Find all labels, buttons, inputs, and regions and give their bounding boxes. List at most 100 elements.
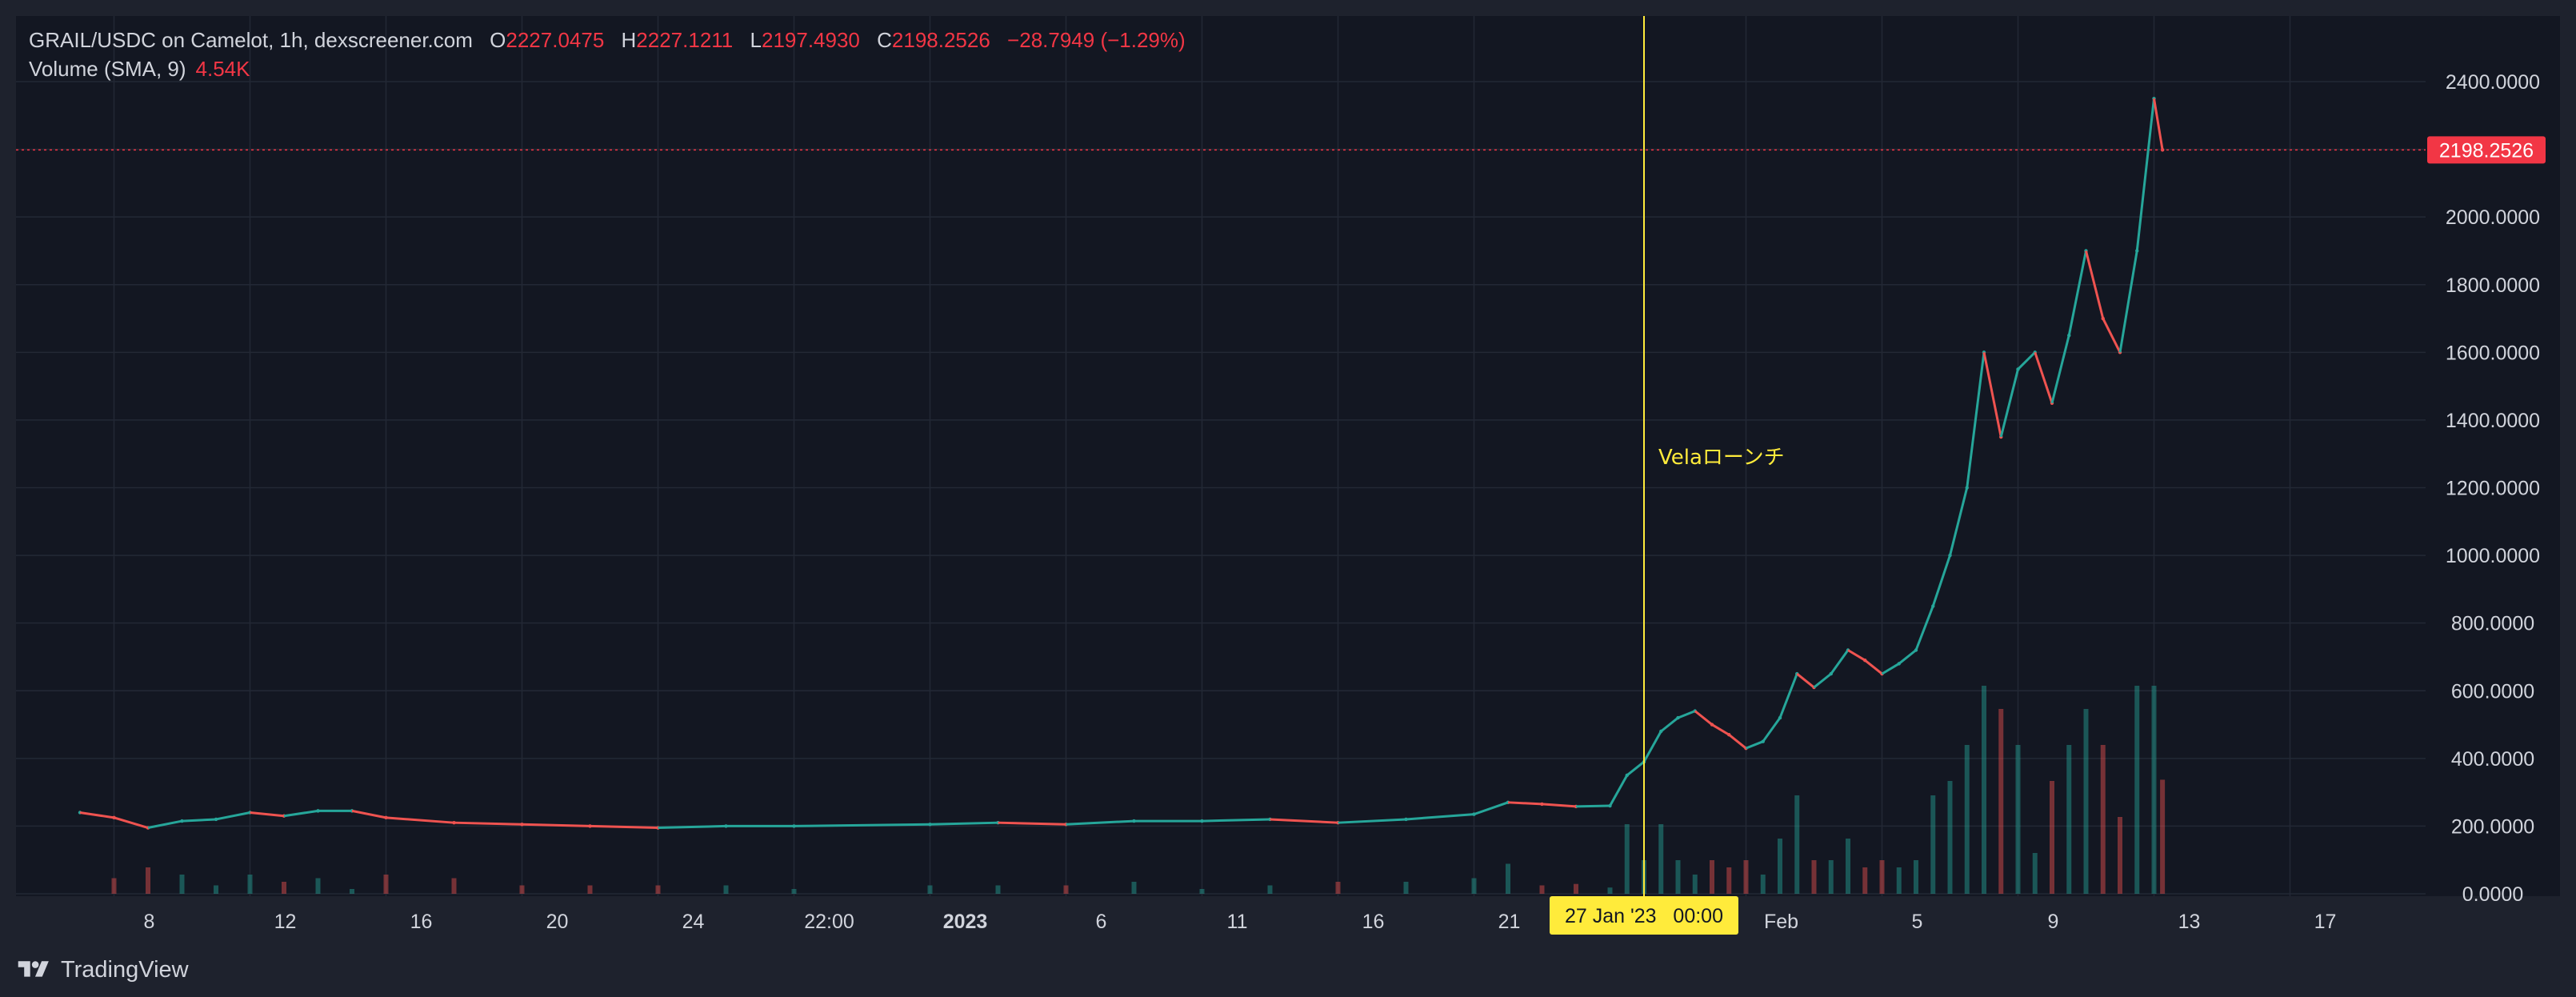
grid-lines [16, 16, 2426, 896]
close-value: 2198.2526 [891, 28, 990, 52]
chart-pane[interactable] [16, 16, 2426, 896]
volume-bar [2050, 781, 2054, 894]
volume-bar [1692, 875, 1698, 894]
price-segment [1728, 734, 1747, 750]
price-segment [1914, 605, 1934, 651]
volume-bar [1335, 882, 1341, 894]
price-segment [1270, 818, 1338, 824]
volume-bar [2015, 745, 2021, 894]
x-axis-ticks: 8 12 16 20 24 22:00 2023 6 11 16 21 Feb 5 9 13 17 [144, 911, 2337, 933]
volume-bar [1862, 867, 1868, 894]
volume-bar [383, 875, 389, 894]
volume-bar [2083, 709, 2089, 894]
price-segment [1660, 716, 1679, 733]
current-price-label-bg [2427, 136, 2546, 164]
price-segment [1474, 801, 1509, 816]
event-axis-label: 27 Jan '23 00:00 [1565, 905, 1723, 927]
volume-bar [1914, 860, 1918, 894]
price-segment [1677, 710, 1696, 719]
volume-bar [111, 878, 117, 894]
price-segment [1778, 673, 1798, 719]
volume-bar [315, 878, 321, 894]
price-segment [2085, 250, 2105, 319]
x-tick-label: 2023 [943, 911, 988, 933]
volume-bar [791, 889, 797, 894]
volume-bar [1131, 882, 1137, 894]
price-segment [1406, 813, 1474, 821]
x-tick-label: 17 [2314, 911, 2337, 933]
event-axis-label-bg [1550, 896, 1738, 935]
volume-label[interactable]: Volume (SMA, 9) [29, 57, 186, 81]
x-tick-label: 13 [2178, 911, 2201, 933]
volume-bar [282, 882, 286, 894]
volume-bar [1471, 878, 1477, 894]
price-segment [1338, 818, 1406, 824]
x-tick-label: 16 [410, 911, 433, 933]
volume-bar [2118, 817, 2122, 894]
volume-bar [1710, 860, 1714, 894]
volume-bar [451, 878, 457, 894]
symbol-title[interactable]: GRAIL/USDC on Camelot, 1h, dexscreener.c… [29, 28, 473, 52]
open-value: 2227.0475 [506, 28, 605, 52]
y-tick-label: 600.0000 [2451, 680, 2534, 703]
volume-bar [723, 885, 729, 894]
volume-bar [1896, 867, 1902, 894]
price-segment [2102, 318, 2122, 354]
x-tick-label: 20 [546, 911, 569, 933]
price-segment [2034, 351, 2054, 404]
price-segment [1796, 672, 1815, 689]
current-price-label: 2198.2526 [2439, 139, 2534, 162]
price-segment [1966, 352, 1986, 488]
volume-bar [1794, 795, 1800, 894]
volume-bar [179, 875, 185, 894]
price-segment [2135, 98, 2155, 251]
price-segment [1507, 801, 1542, 806]
y-tick-label: 800.0000 [2451, 613, 2534, 635]
volume-bar [927, 885, 933, 894]
x-tick-label: 8 [144, 911, 155, 933]
volume-bar [1846, 839, 1850, 894]
volume-bar [2134, 686, 2140, 894]
price-segment [182, 818, 217, 823]
price-segment [1881, 663, 1900, 675]
x-tick-label: 9 [2048, 911, 2059, 933]
tradingview-branding[interactable]: TradingView [14, 952, 189, 987]
price-segment [2067, 250, 2087, 336]
volume-bar [2160, 779, 2166, 894]
volume-bar [1828, 860, 1834, 894]
volume-bar [655, 885, 661, 894]
volume-bar [1199, 889, 1205, 894]
ohlc-row: GRAIL/USDC on Camelot, 1h, dexscreener.c… [29, 26, 1186, 54]
change-value: −28.7949 (−1.29%) [1007, 28, 1186, 52]
y-tick-label: 1400.0000 [2446, 410, 2540, 432]
close-key: C [877, 28, 892, 52]
price-segment [147, 819, 182, 830]
price-segment [1999, 369, 2019, 438]
price-segment [1745, 740, 1764, 750]
volume-bar [1998, 709, 2004, 894]
x-tick-label: 22:00 [804, 911, 854, 933]
volume-bar [1607, 887, 1613, 894]
volume-bar [2032, 853, 2038, 894]
price-segment [79, 811, 114, 819]
y-tick-label: 200.0000 [2451, 815, 2534, 838]
high-value: 2227.1211 [636, 28, 734, 52]
volume-row: Volume (SMA, 9) 4.54K [29, 54, 1186, 83]
low-key: L [750, 28, 762, 52]
volume-bar [1726, 867, 1732, 894]
volume-bar [1964, 745, 1970, 894]
volume-bar [1675, 860, 1681, 894]
volume-bar [1539, 885, 1545, 894]
price-segment [454, 821, 522, 826]
y-tick-label: 1600.0000 [2446, 342, 2540, 364]
price-segment [658, 824, 726, 830]
price-segment [1202, 818, 1270, 823]
price-segment [930, 821, 998, 826]
volume-value: 4.54K [195, 57, 250, 81]
price-segment [1694, 710, 1713, 726]
volume-bar [2151, 686, 2157, 894]
price-segment [1575, 804, 1610, 808]
y-tick-label: 1800.0000 [2446, 274, 2540, 297]
volume-bar [1658, 824, 1664, 894]
